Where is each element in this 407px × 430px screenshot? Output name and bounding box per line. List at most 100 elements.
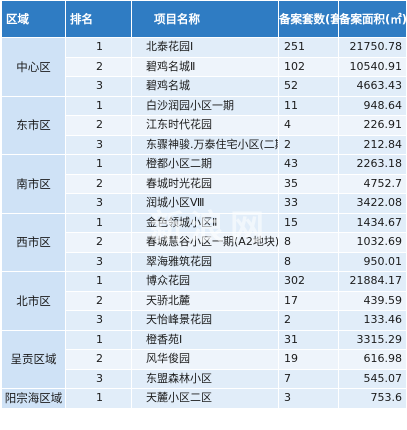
project-name-cell: 东盟森林小区: [131, 368, 279, 389]
filing-count-cell: 52: [278, 76, 339, 97]
project-name-cell: 北泰花园Ⅰ: [131, 37, 279, 58]
filing-count-cell: 19: [278, 349, 339, 370]
rank-cell: 1: [65, 271, 132, 292]
filing-area-cell: 753.6: [338, 388, 407, 409]
header-project: 项目名称: [131, 0, 279, 38]
rank-cell: 3: [65, 310, 132, 331]
header-area: 备案面积(㎡): [338, 0, 407, 38]
filing-count-cell: 43: [278, 154, 339, 175]
filing-area-cell: 545.07: [338, 368, 407, 389]
rank-cell: 1: [65, 329, 132, 350]
filing-count-cell: 2: [278, 134, 339, 155]
filing-count-cell: 8: [278, 232, 339, 253]
filing-count-cell: 3: [278, 388, 339, 409]
project-name-cell: 风华俊园: [131, 349, 279, 370]
project-name-cell: 春城时光花园: [131, 173, 279, 194]
rank-cell: 1: [65, 388, 132, 409]
filing-count-cell: 4: [278, 115, 339, 136]
table-row: 3 东盟森林小区 7 545.07: [2, 368, 407, 389]
rank-cell: 1: [65, 95, 132, 116]
filing-count-cell: 251: [278, 37, 339, 58]
table-row: 2 春城慧谷小区一期(A2地块) 8 1032.69: [2, 232, 407, 253]
filing-count-cell: 102: [278, 56, 339, 77]
table-row: 呈贡区域 1 橙香苑Ⅰ 31 3315.29: [1, 329, 407, 389]
filing-area-cell: 616.98: [338, 349, 407, 370]
table-header-row: 区域 排名 项目名称 备案套数(套) 备案面积(㎡): [1, 0, 407, 38]
district-cell: 西市区: [1, 212, 66, 272]
district-cell: 呈贡区域: [1, 329, 66, 389]
filing-area-cell: 4752.7: [338, 173, 407, 194]
filing-count-cell: 8: [278, 251, 339, 272]
filing-area-cell: 4663.43: [338, 76, 407, 97]
filing-count-cell: 15: [278, 212, 339, 233]
project-name-cell: 碧鸡名城: [131, 76, 279, 97]
filing-area-cell: 439.59: [338, 290, 407, 311]
project-name-cell: 东骤神骏.万泰住宅小区(二期): [131, 134, 279, 155]
table-row: 西市区 1 金色领城小区Ⅱ 15 1434.67: [1, 212, 407, 272]
table-row: 东市区 1 白沙润园小区一期 11 948.64: [1, 95, 407, 155]
rank-cell: 2: [65, 232, 132, 253]
filing-area-cell: 21884.17: [338, 271, 407, 292]
table-row: 3 东骤神骏.万泰住宅小区(二期) 2 212.84: [2, 134, 407, 155]
rank-cell: 1: [65, 154, 132, 175]
project-name-cell: 江东时代花园: [131, 115, 279, 136]
filing-area-cell: 1434.67: [338, 212, 407, 233]
rank-cell: 1: [65, 212, 132, 233]
rank-cell: 3: [65, 193, 132, 214]
filing-area-cell: 3422.08: [338, 193, 407, 214]
rank-cell: 1: [65, 37, 132, 58]
filing-count-cell: 31: [278, 329, 339, 350]
filing-area-cell: 133.46: [338, 310, 407, 331]
district-cell: 南市区: [1, 154, 66, 214]
filing-ranking-table: 区域 排名 项目名称 备案套数(套) 备案面积(㎡) 中心区1北泰花园Ⅰ2512…: [1, 0, 407, 409]
project-name-cell: 金色领城小区Ⅱ: [131, 212, 279, 233]
project-name-cell: 春城慧谷小区一期(A2地块): [131, 232, 279, 253]
project-name-cell: 润城小区Ⅷ: [131, 193, 279, 214]
filing-area-cell: 3315.29: [338, 329, 407, 350]
project-name-cell: 碧鸡名城Ⅱ: [131, 56, 279, 77]
filing-count-cell: 35: [278, 173, 339, 194]
filing-area-cell: 226.91: [338, 115, 407, 136]
filing-count-cell: 17: [278, 290, 339, 311]
table-row: 南市区 1 橙都小区二期 43 2263.18: [1, 154, 407, 214]
table-row: 2 天骄北麓 17 439.59: [2, 290, 407, 311]
rank-cell: 2: [65, 115, 132, 136]
table-row: 阳宗海区域 1 天麓小区二区 3 753.6: [1, 388, 407, 409]
filing-count-cell: 7: [278, 368, 339, 389]
filing-area-cell: 1032.69: [338, 232, 407, 253]
table-row: 2 风华俊园 19 616.98: [2, 349, 407, 370]
project-name-cell: 橙都小区二期: [131, 154, 279, 175]
filing-count-cell: 33: [278, 193, 339, 214]
filing-count-cell: 2: [278, 310, 339, 331]
project-name-cell: 白沙润园小区一期: [131, 95, 279, 116]
filing-area-cell: 10540.91: [338, 56, 407, 77]
filing-area-cell: 948.64: [338, 95, 407, 116]
filing-area-cell: 950.01: [338, 251, 407, 272]
project-name-cell: 橙香苑Ⅰ: [131, 329, 279, 350]
project-name-cell: 博众花园: [131, 271, 279, 292]
table-row: 中心区 1 北泰花园Ⅰ 251 21750.78: [1, 37, 407, 97]
header-count: 备案套数(套): [278, 0, 339, 38]
filing-area-cell: 2263.18: [338, 154, 407, 175]
project-name-cell: 天骄北麓: [131, 290, 279, 311]
rank-cell: 3: [65, 368, 132, 389]
header-district: 区域: [1, 0, 66, 38]
filing-count-cell: 11: [278, 95, 339, 116]
header-rank: 排名: [65, 0, 132, 38]
rank-cell: 3: [65, 76, 132, 97]
district-cell: 东市区: [1, 95, 66, 155]
table-body: 中心区 1 北泰花园Ⅰ 251 21750.78 2 碧鸡名城Ⅱ 102 10540.91 3 碧鸡…: [1, 37, 407, 409]
project-name-cell: 天怡峰景花园: [131, 310, 279, 331]
rank-cell: 3: [65, 251, 132, 272]
district-cell: 中心区: [1, 37, 66, 97]
project-name-cell: 翠海雅筑花园: [131, 251, 279, 272]
rank-cell: 3: [65, 134, 132, 155]
filing-area-cell: 212.84: [338, 134, 407, 155]
district-cell: 阳宗海区域: [1, 388, 66, 409]
table-row: 3 润城小区Ⅷ 33 3422.08: [2, 193, 407, 214]
table-row: 北市区 1 博众花园 302 21884.17: [1, 271, 407, 331]
rank-cell: 2: [65, 56, 132, 77]
project-name-cell: 天麓小区二区: [131, 388, 279, 409]
filing-count-cell: 302: [278, 271, 339, 292]
rank-cell: 2: [65, 173, 132, 194]
